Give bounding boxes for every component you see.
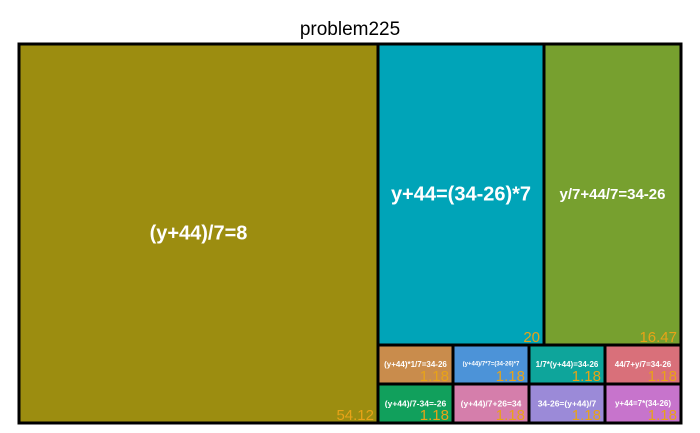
tile-value: 1.18 xyxy=(648,368,677,385)
tile-label: y+44=7*(34-26) xyxy=(615,399,671,408)
tile-value: 1.18 xyxy=(496,407,525,424)
tile-rect xyxy=(603,382,683,425)
tile-value: 1.18 xyxy=(420,407,449,424)
tile-value: 1.18 xyxy=(420,368,449,385)
tile-label: (y+44)*1/7=34-26 xyxy=(384,360,447,369)
tile-rect xyxy=(376,42,546,347)
treemap-tile: 34-26=(y+44)/71.18 xyxy=(527,382,607,425)
tile-label: 1/7*(y+44)=34-26 xyxy=(536,360,599,369)
tile-rect xyxy=(603,343,683,386)
treemap-tile: y+44=(34-26)*7 20 xyxy=(376,42,546,347)
tile-value: 1.18 xyxy=(648,407,677,424)
treemap-tile: 1/7*(y+44)=34-261.18 xyxy=(527,343,607,386)
tile-value: 54.12 xyxy=(336,407,374,424)
tile-label: y+44=(34-26)*7 xyxy=(391,184,531,206)
chart-title: problem225 xyxy=(300,19,400,40)
tile-value: 1.18 xyxy=(496,368,525,385)
tile-value: 1.18 xyxy=(572,368,601,385)
tile-rect xyxy=(542,42,683,347)
tile-label: (y+44)/7-34=-26 xyxy=(385,399,447,409)
tile-rect xyxy=(527,382,607,425)
tile-value: 16.47 xyxy=(639,329,677,346)
tile-label: 44/7+y/7=34-26 xyxy=(615,360,672,369)
tile-rect xyxy=(451,382,531,425)
treemap-tile: 44/7+y/7=34-261.18 xyxy=(603,343,683,386)
tile-value: 20 xyxy=(523,329,540,346)
treemap-tile: (y+44)/7*7=(34-26)*71.18 xyxy=(451,343,531,386)
tile-label: (y+44)/7+26=34 xyxy=(461,399,522,409)
tile-label: (y+44)/7*7=(34-26)*7 xyxy=(463,362,520,368)
treemap-tile: (y+44)/7+26=341.18 xyxy=(451,382,531,425)
tile-rect xyxy=(17,42,380,425)
tile-label: y/7+44/7=34-26 xyxy=(560,186,666,203)
treemap-tile: y/7+44/7=34-26 16.47 xyxy=(542,42,683,347)
tile-value: 1.18 xyxy=(572,407,601,424)
treemap-tiles: (y+44)/7=854.12y+44=(34-26)*720y/7+44/7=… xyxy=(17,42,683,425)
treemap-tile: (y+44)/7=8 54.12 xyxy=(17,42,380,425)
tile-label: (y+44)/7=8 xyxy=(150,223,248,245)
treemap-tile: (y+44)*1/7=34-261.18 xyxy=(376,343,455,386)
treemap-tile: (y+44)/7-34=-261.18 xyxy=(376,382,455,425)
treemap-tile: y+44=7*(34-26)1.18 xyxy=(603,382,683,425)
tile-label: 34-26=(y+44)/7 xyxy=(538,399,597,409)
